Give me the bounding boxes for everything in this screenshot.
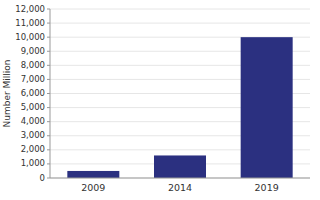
x-tick-label: 2014: [168, 182, 192, 193]
x-axis: 2009 2014 2019: [50, 178, 310, 193]
y-axis-line: [50, 9, 51, 178]
y-tick-label: 0: [40, 173, 45, 183]
chart-container: 0 1,000 2,000 3,000 4,000 5,000 6,000 7,000 8,00…: [0, 0, 320, 200]
bar: [154, 155, 206, 178]
y-tick-label: 7,000: [21, 74, 45, 84]
x-axis-line: [50, 178, 310, 179]
grid-line: [50, 178, 310, 179]
y-tick-label: 6,000: [21, 88, 45, 98]
bar: [241, 37, 293, 178]
y-tick-label: 8,000: [21, 60, 45, 70]
y-axis-label: Number Million: [2, 60, 12, 128]
y-tick-label: 4,000: [21, 116, 45, 126]
page: {"chart_data": {"type": "bar", "categori…: [0, 0, 320, 200]
x-tick-label: 2019: [255, 182, 279, 193]
bars: [67, 37, 292, 178]
grid-line: [50, 9, 310, 10]
y-tick-label: 11,000: [15, 18, 45, 28]
y-tick-label: 5,000: [21, 102, 45, 112]
y-tick-label: 10,000: [15, 32, 45, 42]
y-tick-label: 9,000: [21, 46, 45, 56]
y-tick-label: 12,000: [15, 4, 45, 14]
y-tick-label: 1,000: [21, 158, 45, 168]
y-tick-label: 3,000: [21, 130, 45, 140]
x-tick-label: 2009: [81, 182, 105, 193]
y-axis: 0 1,000 2,000 3,000 4,000 5,000 6,000 7,000 8,00…: [15, 4, 50, 183]
y-tick-label: 2,000: [21, 144, 45, 154]
grid-line: [50, 23, 310, 24]
bar: [67, 171, 119, 178]
grid: [50, 9, 310, 178]
chart-svg: 0 1,000 2,000 3,000 4,000 5,000 6,000 7,000 8,00…: [0, 0, 320, 200]
